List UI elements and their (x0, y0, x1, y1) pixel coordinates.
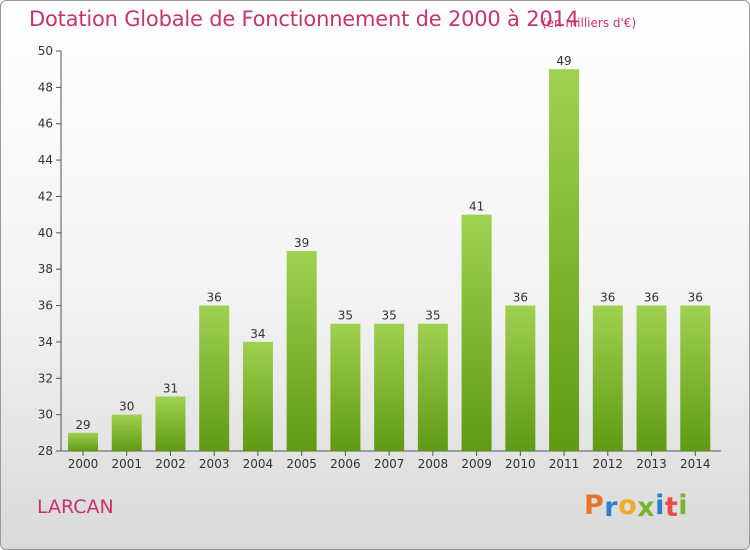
value-label-2001: 30 (119, 400, 134, 414)
y-tick-label: 30 (38, 408, 53, 422)
bar-2010 (505, 305, 536, 451)
x-tick-label: 2001 (111, 457, 142, 471)
bar-2004 (242, 341, 273, 451)
x-tick-label: 2013 (636, 457, 667, 471)
logo-letter: t (664, 492, 679, 523)
y-tick-label: 42 (38, 189, 53, 203)
y-tick-label: 46 (38, 117, 53, 131)
x-tick-label: 2002 (155, 457, 186, 471)
bar-2005 (286, 251, 317, 451)
bar-2014 (680, 305, 711, 451)
value-labels: 29 30 31 36 34 39 35 35 35 41 36 49 36 36 36 (75, 54, 703, 432)
axes: 28 30 32 34 36 38 40 42 44 46 48 50 2000 2001 2002 2003… (38, 44, 721, 471)
y-tick-label: 50 (38, 44, 53, 58)
x-tick-label: 2008 (418, 457, 449, 471)
y-tick-label: 38 (38, 262, 53, 276)
x-tick-label: 2003 (199, 457, 230, 471)
x-tick-label: 2011 (549, 457, 580, 471)
value-label-2007: 35 (381, 309, 396, 323)
value-label-2002: 31 (163, 381, 178, 395)
bar-2006 (330, 323, 361, 451)
value-label-2008: 35 (425, 309, 440, 323)
value-label-2013: 36 (644, 291, 659, 305)
x-tick-label: 2006 (330, 457, 361, 471)
y-tick-label: 32 (38, 371, 53, 385)
logo-letter: i (655, 490, 665, 521)
y-tick-label: 44 (38, 153, 53, 167)
chart-title: Dotation Globale de Fonctionnement de 20… (29, 7, 579, 31)
x-tick-label: 2010 (505, 457, 536, 471)
value-label-2004: 34 (250, 327, 265, 341)
value-label-2006: 35 (338, 309, 353, 323)
bars (68, 69, 711, 451)
logo-letter: P (584, 490, 605, 521)
y-tick-label: 34 (38, 335, 53, 349)
bar-2011 (549, 69, 580, 451)
commune-name: LARCAN (37, 496, 114, 518)
x-tick-label: 2007 (374, 457, 405, 471)
y-tick-label: 28 (38, 444, 53, 458)
logo-letter: o (618, 490, 638, 521)
y-tick-label: 36 (38, 299, 53, 313)
bar-2001 (111, 414, 142, 451)
value-label-2009: 41 (469, 200, 484, 214)
logo-letter: i (678, 490, 689, 521)
bar-2008 (417, 323, 448, 451)
value-label-2005: 39 (294, 236, 309, 250)
x-tick-label: 2012 (593, 457, 624, 471)
proxiti-logo: Proxiti (584, 490, 689, 523)
value-label-2014: 36 (688, 291, 703, 305)
bar-2003 (199, 305, 230, 451)
logo-letter: x (637, 492, 656, 523)
chart-unit: (en milliers d'€) (542, 16, 637, 30)
value-label-2010: 36 (513, 291, 528, 305)
x-tick-label: 2014 (680, 457, 711, 471)
logo-letter: r (604, 492, 619, 523)
x-tick-label: 2009 (461, 457, 492, 471)
value-label-2003: 36 (207, 291, 222, 305)
bar-2002 (155, 396, 186, 451)
bar-2012 (592, 305, 623, 451)
bar-2013 (636, 305, 667, 451)
x-tick-label: 2004 (243, 457, 274, 471)
x-tick-label: 2000 (68, 457, 99, 471)
bar-2000 (68, 432, 98, 451)
x-tick-label: 2005 (286, 457, 317, 471)
y-tick-label: 40 (38, 226, 53, 240)
value-label-2011: 49 (556, 54, 571, 68)
bar-2007 (374, 323, 405, 451)
value-label-2000: 29 (75, 418, 90, 432)
value-label-2012: 36 (600, 291, 615, 305)
bar-2009 (461, 214, 492, 451)
y-tick-label: 48 (38, 80, 53, 94)
